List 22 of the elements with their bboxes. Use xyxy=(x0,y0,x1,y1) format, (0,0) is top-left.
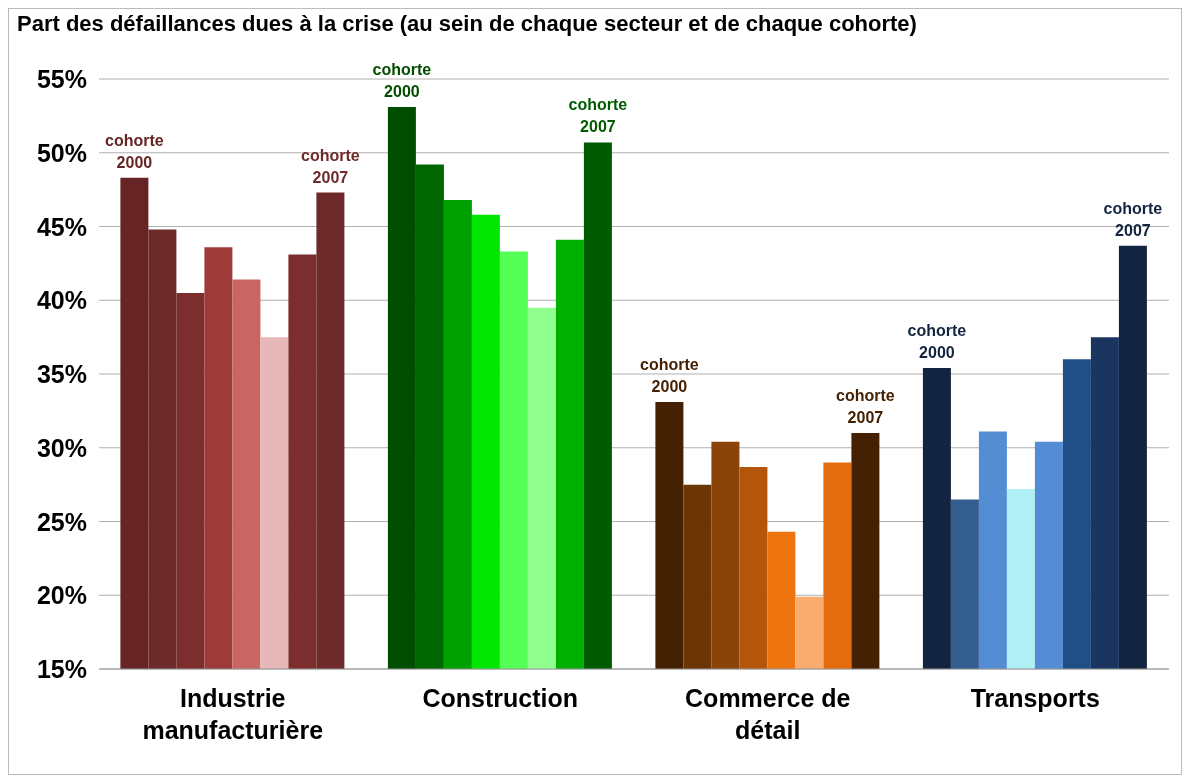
annotation: cohorte 2007 xyxy=(301,146,360,186)
y-tick-label: 55% xyxy=(36,65,87,93)
x-tick-label: Industrie manufacturière xyxy=(142,684,324,744)
y-tick-label: 20% xyxy=(36,581,87,610)
y-tick-label: 45% xyxy=(36,212,87,241)
y-tick-label: 50% xyxy=(36,138,87,167)
y-tick-label: 35% xyxy=(36,360,87,388)
x-tick-label: Construction xyxy=(422,684,579,712)
y-tick-label: 15% xyxy=(36,655,87,683)
x-tick-label: Transports xyxy=(970,684,1100,712)
x-tick-label: Commerce de détail xyxy=(685,684,851,744)
annotation: cohorte 2000 xyxy=(105,131,164,171)
annotation: cohorte 2007 xyxy=(1103,199,1163,239)
annotation: cohorte 2007 xyxy=(836,387,895,426)
chart-title: Part des défaillances dues à la crise (au sein de chaque secteur et de chaque cohorte) xyxy=(16,10,918,38)
annotation: cohorte 2000 xyxy=(640,356,699,396)
y-tick-label: 30% xyxy=(36,433,87,462)
y-tick-label: 25% xyxy=(36,507,87,536)
annotation: cohorte 2000 xyxy=(907,322,967,362)
y-tick-label: 40% xyxy=(36,286,87,315)
annotation: cohorte 2000 xyxy=(372,61,432,101)
annotation: cohorte 2007 xyxy=(568,96,628,136)
